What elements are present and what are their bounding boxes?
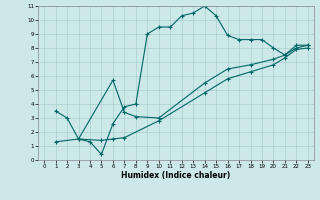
X-axis label: Humidex (Indice chaleur): Humidex (Indice chaleur) — [121, 171, 231, 180]
